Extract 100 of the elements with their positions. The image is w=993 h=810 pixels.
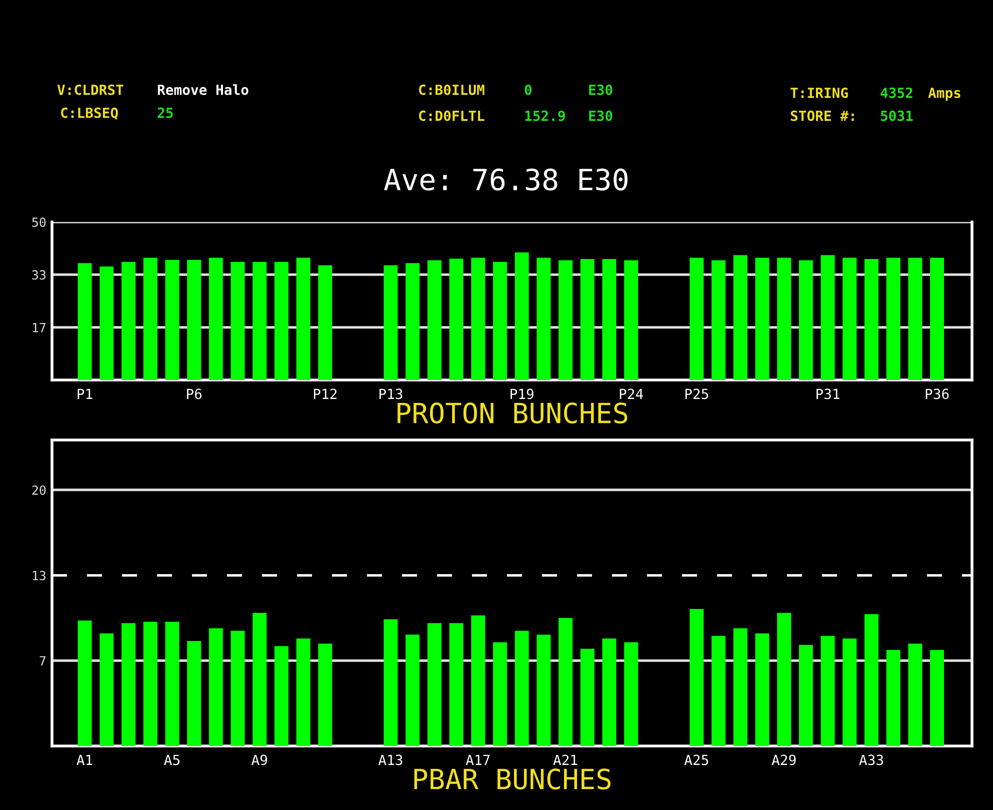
bar — [777, 612, 792, 746]
text: T:IRING — [790, 88, 848, 98]
bar — [558, 260, 573, 380]
bar — [712, 636, 726, 746]
bar — [165, 260, 180, 380]
text: 0 — [524, 84, 532, 96]
bar — [886, 650, 900, 746]
bar — [514, 630, 529, 746]
x-tick-label: P36 — [926, 388, 949, 400]
bar — [427, 623, 442, 746]
bar — [602, 638, 616, 746]
bar — [755, 633, 770, 746]
bar — [100, 633, 114, 746]
bar — [690, 609, 704, 746]
x-tick-label: A21 — [553, 754, 578, 765]
bar — [514, 252, 529, 380]
bar — [908, 258, 922, 380]
text: 25 — [158, 108, 173, 118]
x-tick-label: A13 — [378, 754, 402, 766]
bar — [930, 650, 944, 746]
bar — [602, 258, 616, 380]
x-tick-label: A9 — [251, 754, 268, 766]
bar — [406, 263, 420, 380]
x-tick-label: A33 — [859, 754, 883, 766]
bar — [427, 260, 442, 380]
y-tick-label: 33 — [32, 270, 46, 280]
bar — [78, 620, 92, 746]
bar — [798, 260, 813, 380]
bar — [624, 642, 638, 746]
text: C:LBSEQ — [61, 108, 118, 120]
bar — [449, 623, 464, 746]
bar — [187, 260, 202, 380]
bar — [864, 614, 878, 746]
bar — [712, 260, 726, 380]
bar — [274, 646, 288, 746]
bar — [733, 255, 748, 380]
bar — [165, 622, 180, 746]
text: E30 — [589, 110, 612, 122]
bar — [492, 262, 507, 380]
text: C:B0ILUM — [419, 84, 484, 96]
bar — [864, 258, 878, 380]
bar — [230, 630, 245, 746]
bar — [886, 258, 900, 380]
x-tick-label: A5 — [164, 754, 180, 766]
bar — [842, 258, 857, 380]
text: 152.9 — [525, 110, 565, 122]
bar — [820, 255, 835, 380]
text: C:D0FLTL — [419, 110, 484, 122]
bar — [908, 644, 922, 746]
bar — [296, 638, 310, 746]
bar — [143, 622, 158, 746]
bar — [406, 634, 420, 746]
x-axis-title: PBAR BUNCHES — [414, 768, 611, 790]
bar — [755, 258, 770, 380]
bar — [690, 258, 704, 380]
y-tick-label: 20 — [32, 485, 46, 495]
bar — [274, 262, 288, 380]
bar — [580, 648, 594, 746]
x-tick-label: P19 — [510, 388, 534, 400]
x-axis-title: PROTON BUNCHES — [398, 402, 628, 424]
bar — [624, 260, 638, 380]
chart-title: Ave: 76.38 E30 — [384, 168, 628, 191]
x-tick-label: P1 — [78, 388, 92, 399]
bar — [252, 612, 267, 746]
x-tick-label: A1 — [76, 754, 92, 765]
bar — [121, 623, 136, 746]
text: 5031 — [880, 110, 913, 122]
x-tick-label: P25 — [685, 388, 708, 400]
bar — [208, 628, 223, 746]
x-tick-label: P12 — [314, 388, 337, 399]
x-tick-label: A29 — [772, 754, 796, 766]
bar — [820, 636, 835, 746]
text: 4352 — [880, 88, 912, 98]
x-tick-label: P24 — [620, 388, 643, 399]
text: Remove Halo — [158, 84, 248, 96]
bar — [318, 644, 332, 746]
bar — [252, 262, 267, 380]
bar — [121, 262, 136, 380]
bar — [100, 266, 114, 380]
bar — [471, 615, 486, 746]
y-tick-label: 50 — [32, 218, 46, 227]
x-tick-label: P13 — [380, 388, 402, 400]
bar — [384, 619, 398, 746]
bar — [580, 258, 594, 380]
text: E30 — [589, 84, 612, 96]
bar — [798, 644, 813, 746]
bar — [930, 258, 944, 380]
y-tick-label: 13 — [32, 570, 46, 580]
text: V:CLDRST — [57, 84, 124, 96]
y-tick-label: 17 — [32, 322, 46, 332]
bar — [536, 634, 551, 746]
bar — [492, 642, 507, 746]
bar — [208, 258, 223, 380]
x-tick-label: P31 — [816, 388, 840, 400]
bar — [842, 638, 857, 746]
bar — [536, 258, 551, 380]
bar — [733, 628, 748, 746]
bar — [78, 263, 92, 380]
bar — [449, 258, 464, 380]
bar — [471, 258, 486, 380]
